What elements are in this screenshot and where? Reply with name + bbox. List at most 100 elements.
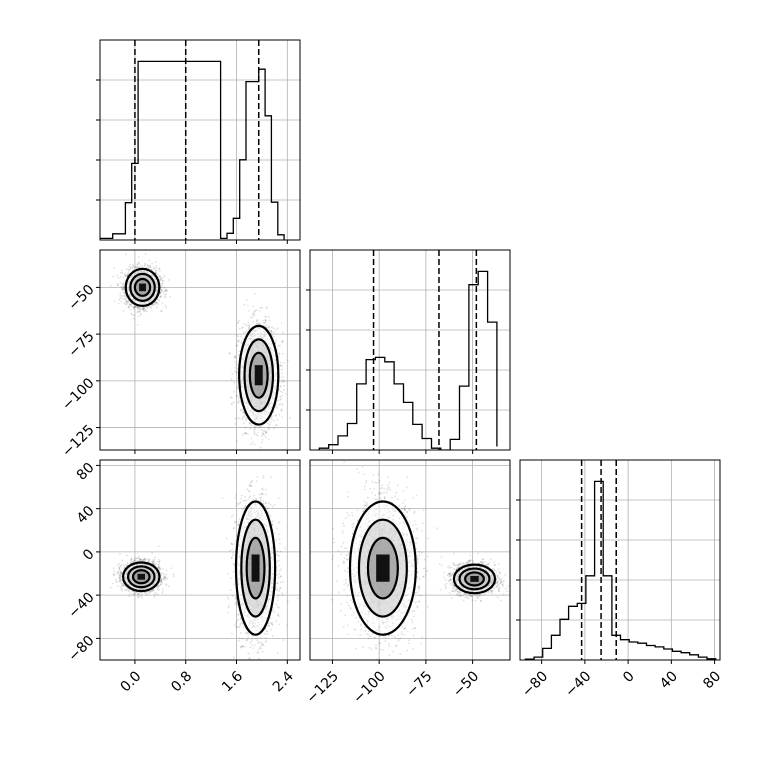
scatter-point xyxy=(130,303,132,306)
scatter-point xyxy=(278,403,281,406)
scatter-point xyxy=(152,267,155,269)
scatter-point xyxy=(146,307,149,309)
scatter-point xyxy=(238,399,240,402)
scatter-point xyxy=(281,378,284,381)
scatter-point xyxy=(156,302,159,305)
scatter-point xyxy=(283,384,285,387)
scatter-point xyxy=(138,256,140,258)
scatter-point xyxy=(159,276,162,279)
scatter-point xyxy=(264,429,266,432)
scatter-point xyxy=(149,266,152,268)
scatter-point xyxy=(161,280,164,283)
scatter-point xyxy=(276,424,278,426)
scatter-point xyxy=(124,273,127,276)
density-peak xyxy=(254,365,263,386)
scatter-point xyxy=(244,417,247,419)
scatter-point xyxy=(236,344,239,347)
scatter-point xyxy=(139,264,142,266)
scatter-point xyxy=(117,302,120,305)
scatter-point xyxy=(165,296,167,298)
scatter-point xyxy=(269,421,272,424)
scatter-point xyxy=(237,416,240,419)
scatter-point xyxy=(238,328,241,330)
scatter-point xyxy=(122,286,124,289)
scatter-point xyxy=(160,310,163,312)
scatter-point xyxy=(164,289,167,292)
scatter-point xyxy=(151,304,154,306)
scatter-point xyxy=(234,370,237,373)
scatter-point xyxy=(252,311,255,314)
scatter-point xyxy=(131,266,134,269)
scatter-point xyxy=(264,451,266,453)
scatter-point xyxy=(244,432,247,434)
scatter-point xyxy=(113,300,116,303)
scatter-point xyxy=(133,306,135,308)
scatter-point xyxy=(137,263,140,266)
scatter-point xyxy=(263,433,266,436)
scatter-point xyxy=(230,397,233,399)
scatter-point xyxy=(133,307,135,310)
scatter-point xyxy=(159,295,162,298)
scatter-point xyxy=(125,268,128,271)
scatter-point xyxy=(144,310,146,312)
scatter-point xyxy=(116,274,119,277)
scatter-point xyxy=(161,285,164,288)
scatter-point xyxy=(129,266,132,269)
scatter-point xyxy=(280,322,283,325)
scatter-point xyxy=(241,418,244,420)
scatter-point xyxy=(240,327,243,329)
scatter-point xyxy=(258,322,261,325)
scatter-point xyxy=(257,426,259,429)
scatter-point xyxy=(161,282,164,285)
scatter-point xyxy=(134,306,136,308)
scatter-point xyxy=(160,278,162,281)
scatter-point xyxy=(143,307,146,309)
scatter-point xyxy=(129,263,132,266)
scatter-point xyxy=(136,306,139,308)
scatter-point xyxy=(142,307,145,309)
scatter-point xyxy=(164,293,167,295)
scatter-point xyxy=(119,297,122,300)
scatter-point xyxy=(257,431,260,434)
scatter-point xyxy=(165,306,168,309)
scatter-point xyxy=(255,319,258,322)
scatter-point xyxy=(132,265,135,268)
scatter-point xyxy=(258,310,261,312)
scatter-point xyxy=(253,431,256,434)
scatter-point xyxy=(151,262,154,265)
scatter-point xyxy=(142,308,145,311)
scatter-point xyxy=(237,335,240,338)
scatter-point xyxy=(155,269,158,272)
scatter-point xyxy=(248,309,250,312)
scatter-point xyxy=(118,298,121,301)
scatter-point xyxy=(154,272,157,274)
scatter-point xyxy=(151,268,153,271)
scatter-point xyxy=(279,399,281,401)
scatter-point xyxy=(129,303,132,306)
scatter-point xyxy=(281,341,284,344)
panel-0-1 xyxy=(100,250,300,453)
scatter-point xyxy=(163,290,166,293)
scatter-point xyxy=(241,411,244,413)
scatter-point xyxy=(163,275,166,278)
scatter-point xyxy=(123,302,126,305)
scatter-point xyxy=(143,307,146,310)
scatter-point xyxy=(132,314,135,317)
scatter-point xyxy=(153,302,156,305)
scatter-point xyxy=(136,306,139,309)
scatter-point xyxy=(155,306,158,309)
scatter-point xyxy=(271,331,273,334)
scatter-point xyxy=(140,314,142,316)
scatter-point xyxy=(127,301,130,304)
scatter-point xyxy=(268,319,271,322)
scatter-point xyxy=(150,307,153,309)
scatter-point xyxy=(124,274,127,277)
scatter-point xyxy=(165,290,168,293)
scatter-point xyxy=(138,310,141,313)
scatter-point xyxy=(234,423,237,425)
scatter-point xyxy=(280,368,283,371)
scatter-point xyxy=(117,284,119,287)
scatter-point xyxy=(137,307,140,309)
scatter-point xyxy=(149,305,152,308)
scatter-point xyxy=(265,324,268,327)
